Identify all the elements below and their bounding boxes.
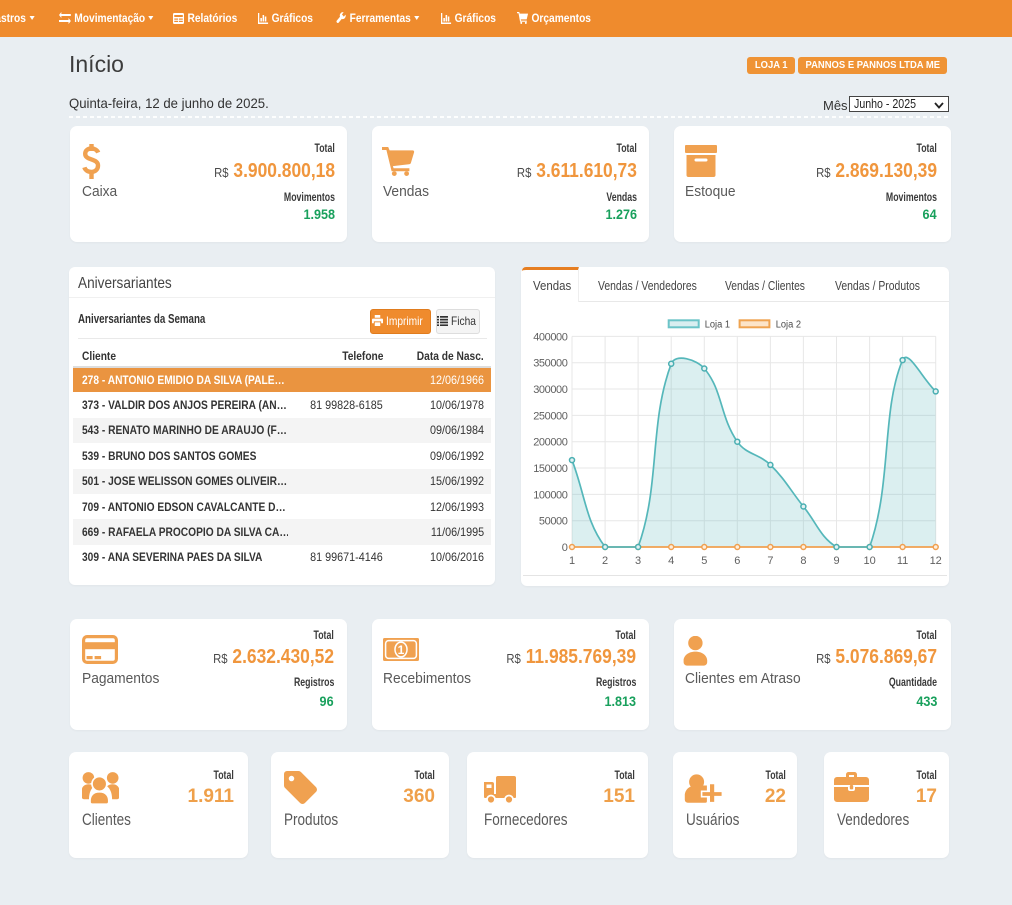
svg-text:7: 7 xyxy=(767,555,773,567)
svg-text:50000: 50000 xyxy=(539,516,568,528)
svg-text:6: 6 xyxy=(734,555,740,567)
svg-text:300000: 300000 xyxy=(533,384,568,396)
svg-text:200000: 200000 xyxy=(533,437,568,449)
svg-text:Loja 1: Loja 1 xyxy=(705,320,731,331)
svg-text:3: 3 xyxy=(635,555,641,567)
svg-text:1: 1 xyxy=(398,643,405,657)
svg-text:5: 5 xyxy=(701,555,707,567)
svg-text:0: 0 xyxy=(562,542,568,554)
svg-text:100000: 100000 xyxy=(533,489,568,501)
svg-text:10: 10 xyxy=(863,555,875,567)
svg-text:12: 12 xyxy=(930,555,942,567)
svg-text:11: 11 xyxy=(897,555,908,567)
svg-text:9: 9 xyxy=(833,555,839,567)
svg-text:150000: 150000 xyxy=(533,463,568,475)
svg-text:1: 1 xyxy=(569,555,575,567)
svg-text:8: 8 xyxy=(800,555,806,567)
svg-text:4: 4 xyxy=(668,555,674,567)
svg-text:400000: 400000 xyxy=(533,331,568,343)
svg-text:2: 2 xyxy=(602,555,608,567)
svg-text:Loja 2: Loja 2 xyxy=(776,320,802,331)
svg-text:250000: 250000 xyxy=(533,410,568,422)
svg-text:350000: 350000 xyxy=(533,358,568,370)
